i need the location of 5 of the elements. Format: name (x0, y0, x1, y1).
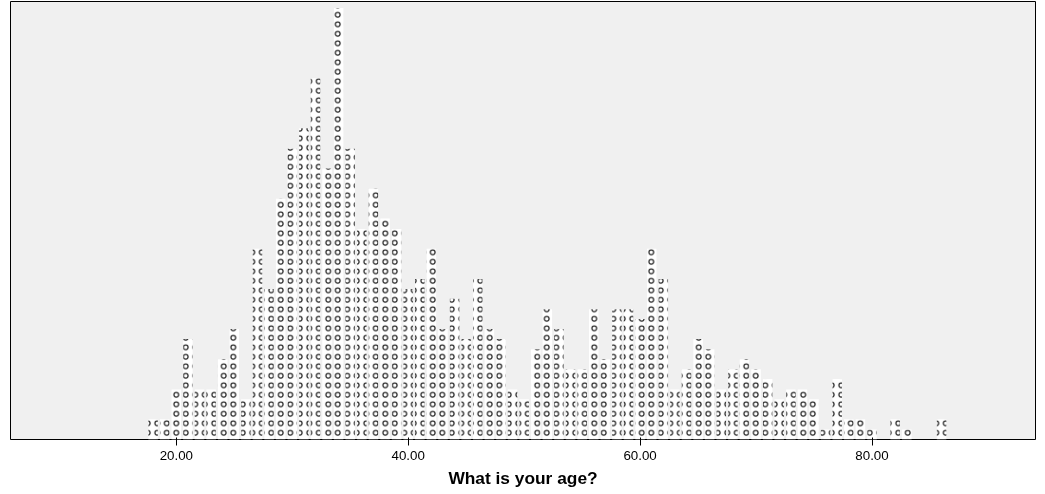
x-axis-title: What is your age? (448, 467, 598, 488)
x-tick-label: 20.00 (159, 447, 193, 463)
x-tick-label: 60.00 (623, 447, 657, 463)
x-tick-label: 80.00 (855, 447, 889, 463)
x-tick-label: 40.00 (391, 447, 425, 463)
